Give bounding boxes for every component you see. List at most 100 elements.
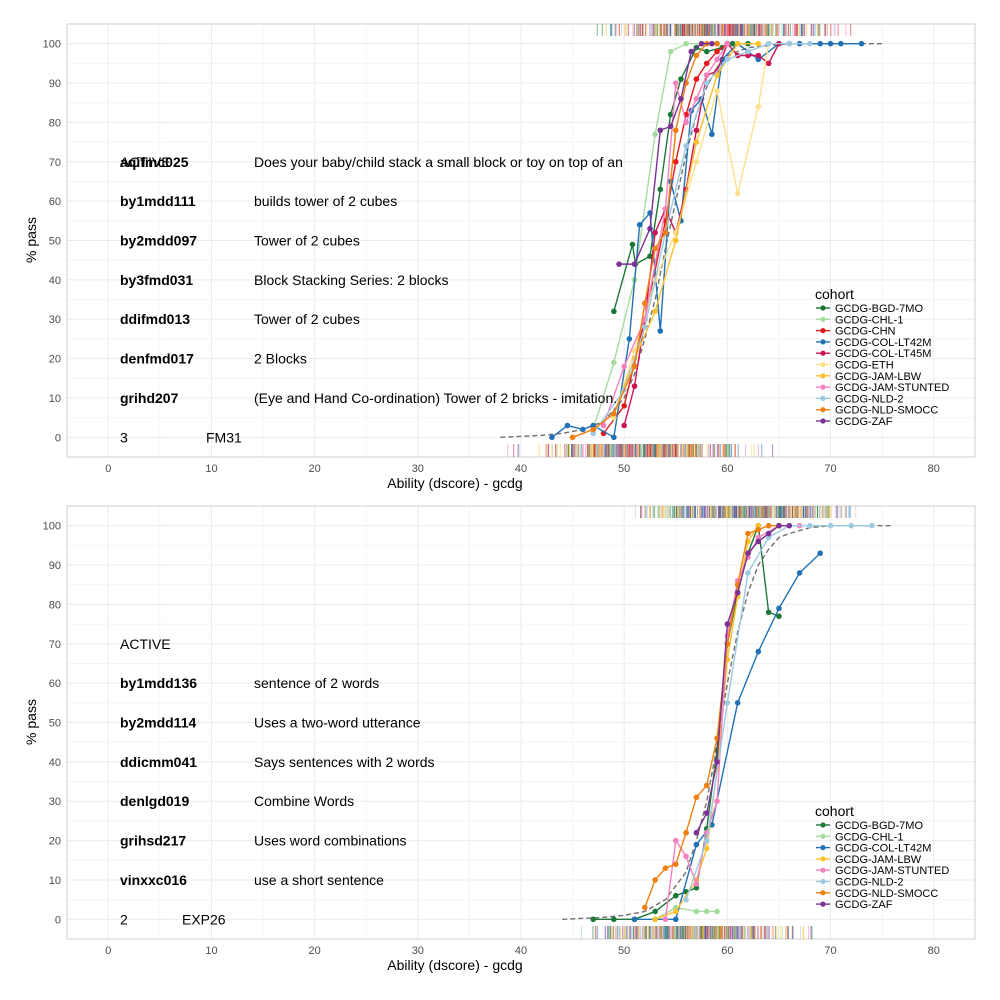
data-point bbox=[714, 56, 720, 63]
series-line bbox=[613, 43, 770, 418]
data-point bbox=[693, 127, 700, 134]
item-label: Tower of 2 cubes bbox=[254, 311, 360, 327]
legend-key-point bbox=[820, 901, 826, 907]
data-point bbox=[776, 605, 782, 612]
legend-label: GCDG-NLD-2 bbox=[835, 393, 903, 405]
data-point bbox=[765, 60, 772, 67]
chart-panel-top: 0 10 20 30 40 50 60 70 80 0 10 20 30 40 50 60 70 80 90 100 A… bbox=[23, 23, 976, 491]
legend-title: cohort bbox=[815, 803, 854, 819]
legend-key-point bbox=[820, 316, 826, 322]
data-point bbox=[590, 430, 597, 437]
data-point bbox=[755, 522, 762, 529]
data-point bbox=[734, 190, 741, 197]
footer-number: 2 bbox=[120, 911, 128, 927]
legend-label: GCDG-COL-LT45M bbox=[835, 348, 931, 360]
y-tick-label: 30 bbox=[49, 796, 61, 808]
legend-key-point bbox=[820, 339, 826, 345]
data-point bbox=[724, 621, 731, 627]
data-point bbox=[703, 845, 710, 852]
data-point bbox=[827, 40, 834, 47]
data-point bbox=[590, 422, 597, 429]
legend-key-point bbox=[820, 384, 826, 390]
data-point bbox=[714, 48, 720, 55]
data-point bbox=[647, 225, 653, 232]
data-point bbox=[765, 522, 772, 529]
legend-key-point bbox=[820, 361, 826, 368]
item-code: by1mdd111 bbox=[120, 193, 196, 209]
data-point bbox=[662, 865, 669, 871]
item-label: Does your baby/child stack a small block… bbox=[254, 154, 623, 170]
data-point bbox=[657, 127, 664, 134]
data-point bbox=[611, 414, 617, 421]
x-tick-label: 80 bbox=[928, 945, 940, 957]
rug-marks bbox=[580, 506, 857, 939]
data-point bbox=[564, 422, 571, 429]
data-point bbox=[709, 40, 715, 47]
data-point bbox=[631, 916, 638, 923]
data-point bbox=[683, 119, 689, 126]
data-point bbox=[693, 885, 700, 891]
legend-key-point bbox=[820, 878, 826, 885]
legend-label: GCDG-BGD-7MO bbox=[835, 820, 923, 832]
x-tick-label: 0 bbox=[105, 945, 111, 957]
data-point bbox=[672, 127, 679, 134]
legend-label: GCDG-NLD-SMOCC bbox=[835, 888, 938, 900]
data-point bbox=[672, 158, 679, 165]
data-point bbox=[662, 916, 669, 923]
y-tick-label: 50 bbox=[49, 718, 61, 730]
data-point bbox=[621, 403, 627, 409]
item-code: grihsd217 bbox=[120, 833, 186, 849]
data-point bbox=[616, 261, 622, 267]
legend-label: GCDG-BGD-7MO bbox=[835, 303, 923, 315]
data-point bbox=[652, 916, 658, 923]
chart-panel-bottom: 0 10 20 30 40 50 60 70 80 0 10 20 30 40 50 60 70 80 90 100 A… bbox=[23, 505, 976, 973]
item-label: sentence of 2 words bbox=[254, 675, 379, 691]
y-tick-label: 70 bbox=[49, 157, 61, 169]
data-point bbox=[672, 237, 679, 244]
data-point bbox=[796, 570, 803, 576]
item-code: by2mdd097 bbox=[120, 233, 197, 249]
legend-label: GCDG-NLD-2 bbox=[835, 877, 903, 889]
data-point bbox=[683, 896, 689, 903]
item-code: by1mdd136 bbox=[120, 675, 197, 691]
legend-key-point bbox=[820, 845, 826, 851]
data-point bbox=[652, 229, 658, 236]
x-tick-label: 50 bbox=[618, 463, 630, 475]
x-tick-label: 80 bbox=[928, 463, 940, 475]
data-point bbox=[642, 904, 648, 911]
data-point bbox=[817, 550, 824, 557]
data-point bbox=[703, 72, 710, 78]
data-point bbox=[755, 648, 762, 655]
data-point bbox=[714, 798, 720, 805]
data-point bbox=[642, 324, 648, 330]
data-point bbox=[652, 877, 658, 883]
data-point bbox=[693, 139, 700, 145]
data-point bbox=[580, 426, 586, 433]
data-point bbox=[693, 794, 700, 801]
data-point bbox=[703, 48, 710, 55]
data-point bbox=[678, 76, 684, 82]
x-tick-label: 60 bbox=[721, 945, 733, 957]
data-point bbox=[611, 916, 617, 923]
x-tick-label: 30 bbox=[412, 945, 424, 957]
series-line bbox=[602, 43, 728, 426]
y-tick-label: 30 bbox=[49, 314, 61, 326]
data-point bbox=[703, 810, 710, 816]
y-tick-label: 80 bbox=[49, 599, 61, 611]
y-tick-label: 0 bbox=[55, 432, 61, 444]
x-tick-label: 0 bbox=[105, 463, 111, 475]
data-point bbox=[631, 383, 638, 389]
x-tick-label: 40 bbox=[515, 945, 527, 957]
y-tick-label: 100 bbox=[43, 39, 61, 51]
data-point bbox=[755, 52, 762, 59]
data-point bbox=[662, 206, 669, 212]
legend-label: GCDG-JAM-STUNTED bbox=[835, 865, 949, 877]
data-point bbox=[657, 186, 664, 193]
data-point bbox=[807, 522, 813, 529]
data-point bbox=[765, 609, 772, 616]
series-gcdg-nld-smocc bbox=[569, 40, 720, 441]
data-point bbox=[703, 782, 710, 789]
data-point bbox=[600, 422, 607, 429]
series-gcdg-nld-smocc bbox=[642, 522, 782, 911]
